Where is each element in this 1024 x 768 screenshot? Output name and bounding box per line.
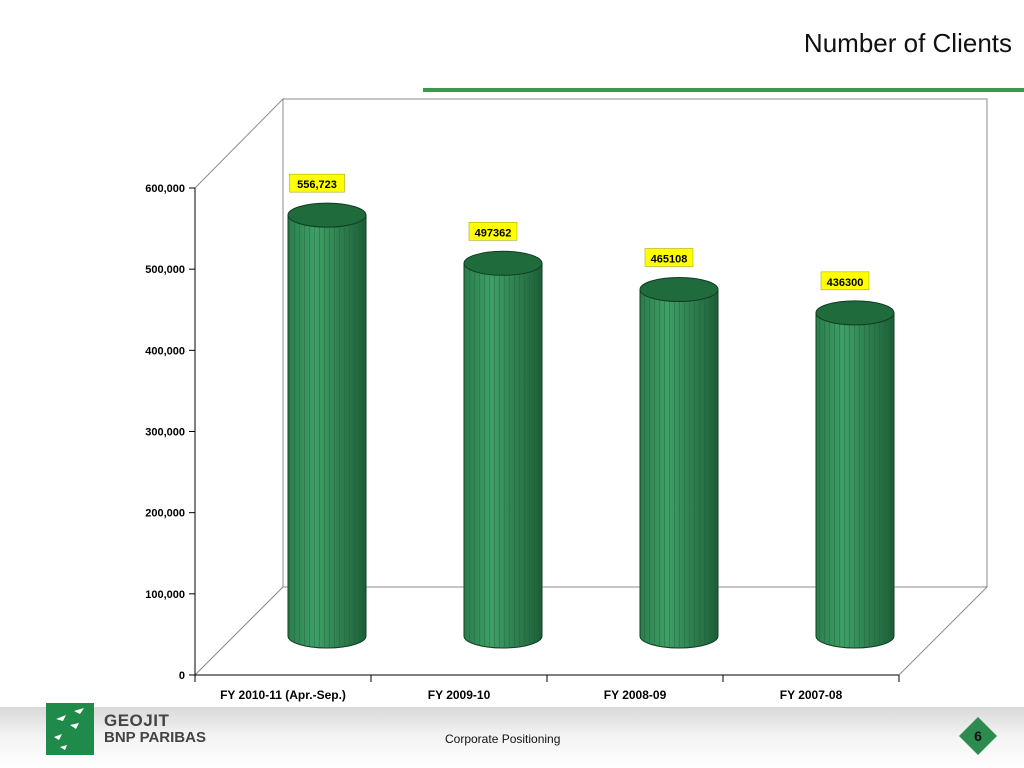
- data-label: 556,723: [297, 179, 337, 191]
- bar-top: [463, 250, 543, 276]
- diamond-icon: [959, 717, 997, 755]
- bar-stripes: [464, 263, 542, 648]
- bnp-paribas-logo-icon: [46, 703, 94, 755]
- title-underline: [423, 88, 1024, 92]
- clients-bar-chart: 0 100,000 200,000 300,000 400,000 500,000 600,…: [145, 97, 989, 702]
- bar: 497362: [463, 222, 543, 649]
- bar-top: [639, 276, 719, 302]
- y-tick-label: 0: [179, 670, 185, 682]
- y-tick-label: 500,000: [145, 264, 185, 276]
- bar: 436300: [815, 271, 895, 649]
- y-tick-label: 200,000: [145, 508, 185, 520]
- bars: 556,723 497362 465108 436300: [287, 173, 895, 649]
- bar-stripes: [816, 312, 894, 648]
- x-tick-label: FY 2009-10: [428, 688, 491, 702]
- y-tick-label: 100,000: [145, 589, 185, 601]
- brand-line-1: GEOJIT: [104, 711, 170, 730]
- side-wall: [194, 97, 284, 677]
- data-label-box: [820, 271, 870, 291]
- data-label-box: [468, 222, 518, 241]
- bar-stripes: [640, 289, 718, 648]
- footer-caption: Corporate Positioning: [445, 732, 561, 746]
- data-label: 465108: [651, 253, 688, 265]
- bar-stripes: [288, 215, 366, 648]
- bar: 465108: [639, 248, 719, 649]
- y-tick-label: 400,000: [145, 345, 185, 357]
- x-axis: FY 2010-11 (Apr.-Sep.) FY 2009-10 FY 2008-…: [194, 674, 900, 702]
- brand-line-2: BNP PARIBAS: [104, 729, 206, 746]
- data-label-box: [289, 173, 345, 193]
- page-number: 6: [974, 728, 982, 744]
- y-tick-label: 300,000: [145, 427, 185, 439]
- page-number-badge: 6: [959, 717, 997, 755]
- data-label: 497362: [475, 227, 512, 239]
- x-tick-label: FY 2010-11 (Apr.-Sep.): [220, 688, 346, 702]
- bar-top: [815, 300, 895, 326]
- y-axis: 0 100,000 200,000 300,000 400,000 500,000 600,…: [145, 183, 196, 682]
- brand-name: GEOJIT BNP PARIBAS: [104, 712, 206, 746]
- x-tick-label: FY 2007-08: [780, 688, 843, 702]
- bar: 556,723: [287, 173, 367, 649]
- footer-bar: [0, 707, 1024, 768]
- data-label: 436300: [827, 277, 864, 289]
- data-label-box: [644, 248, 694, 267]
- slide-title: Number of Clients: [803, 28, 1012, 58]
- x-tick-label: FY 2008-09: [604, 688, 667, 702]
- y-tick-label: 600,000: [145, 183, 185, 195]
- bar-top: [287, 202, 367, 228]
